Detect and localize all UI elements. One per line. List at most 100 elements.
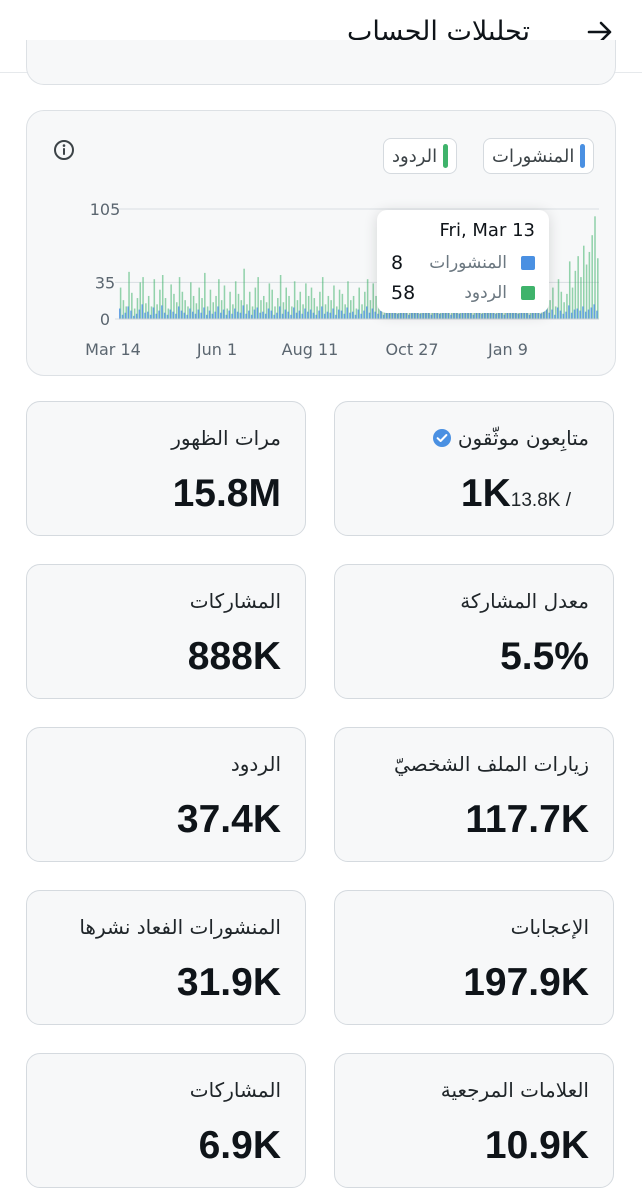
posts-bar <box>562 313 565 319</box>
replies-bar <box>321 277 324 319</box>
replies-bar <box>574 270 577 319</box>
stat-value: 31.9K <box>176 961 281 1004</box>
info-button[interactable] <box>53 139 75 161</box>
replies-bar <box>296 300 299 319</box>
posts-bar <box>354 314 357 319</box>
posts-bar <box>556 307 559 319</box>
stat-card-verified-followers[interactable]: متابِعون موثّقون 1K13.8K / <box>334 401 614 536</box>
replies-bar <box>307 295 310 319</box>
back-button[interactable] <box>580 12 620 52</box>
replies-bar <box>327 295 330 319</box>
posts-bar <box>279 306 281 319</box>
replies-bar <box>350 300 352 319</box>
replies-bar <box>161 275 164 319</box>
posts-bar <box>172 311 174 319</box>
replies-bar <box>153 279 156 319</box>
stat-card-likes[interactable]: الإعجابات 197.9K <box>334 890 614 1025</box>
replies-bar <box>257 277 259 319</box>
replies-bar <box>254 287 257 319</box>
x-tick-label: Aug 11 <box>282 340 339 359</box>
replies-bar <box>313 298 316 319</box>
posts-bar <box>149 314 152 319</box>
posts-bar <box>467 312 469 319</box>
posts-bar <box>441 307 444 319</box>
posts-bar <box>239 312 242 319</box>
posts-bar <box>402 308 405 319</box>
posts-bar <box>523 311 525 319</box>
stat-card-engagements[interactable]: المشاركات 888K <box>26 564 306 699</box>
x-tick-label: Jan 9 <box>487 340 528 359</box>
posts-bar <box>503 314 506 319</box>
posts-bar <box>349 312 351 319</box>
posts-bar <box>127 306 129 319</box>
stat-card-replies[interactable]: الردود 37.4K <box>26 727 306 862</box>
posts-bar <box>433 311 435 319</box>
posts-bar <box>180 310 183 319</box>
posts-bar <box>191 311 194 319</box>
posts-bar <box>161 305 163 319</box>
posts-bar <box>346 307 348 319</box>
stat-card-bookmarks[interactable]: العلامات المرجعية 10.9K <box>334 1053 614 1188</box>
replies-bar <box>358 287 360 319</box>
posts-bar <box>548 312 551 319</box>
stat-value: 1K13.8K / <box>461 472 589 516</box>
stat-card-reposts[interactable]: المنشورات الفعاد نشرها 31.9K <box>26 890 306 1025</box>
legend-posts[interactable]: المنشورات <box>483 138 595 174</box>
posts-bar <box>231 313 233 319</box>
replies-bar <box>571 287 574 319</box>
y-tick-label: 105 <box>90 200 121 219</box>
posts-bar <box>408 314 410 319</box>
posts-bar <box>517 313 520 319</box>
chart-tooltip: Fri, Mar 13 المنشورات 8 الردود 58 <box>377 210 549 313</box>
stat-label: متابِعون موثّقون <box>432 426 589 450</box>
activity-chart-card: المنشورات الردود 0 35 105 Mar 14 Jun 1 Aug 11… <box>26 110 616 376</box>
posts-bar <box>391 307 393 319</box>
posts-bar <box>576 308 579 319</box>
stat-value: 197.9K <box>463 961 589 1004</box>
posts-bar <box>526 312 528 319</box>
replies-bar <box>319 291 321 319</box>
stat-label: المشاركات <box>189 1078 281 1102</box>
posts-bar <box>405 312 407 319</box>
legend-replies-label: الردود <box>392 145 438 167</box>
posts-bar <box>270 310 273 319</box>
posts-bar <box>326 311 329 319</box>
posts-bar <box>200 312 202 319</box>
replies-bar <box>226 308 229 319</box>
posts-bar <box>203 307 205 319</box>
posts-bar <box>534 310 536 319</box>
tooltip-posts-value: 8 <box>391 252 404 274</box>
posts-bar <box>469 310 472 319</box>
legend-replies[interactable]: الردود <box>383 138 458 174</box>
posts-bar <box>514 307 517 319</box>
replies-bar <box>552 287 554 319</box>
posts-bar <box>340 310 343 319</box>
posts-bar <box>360 313 362 319</box>
stat-value: 10.9K <box>484 1124 589 1167</box>
stat-label: مرات الظهور <box>171 426 281 450</box>
stat-card-engagement-rate[interactable]: معدل المشاركة 5.5% <box>334 564 614 699</box>
replies-bar <box>229 291 231 319</box>
posts-bar <box>130 310 132 319</box>
replies-bar <box>220 300 223 319</box>
replies-bar <box>364 291 366 319</box>
posts-bar <box>158 310 160 319</box>
replies-bar <box>142 277 144 319</box>
stat-card-shares[interactable]: المشاركات 6.9K <box>26 1053 306 1188</box>
posts-bar <box>593 304 595 319</box>
stat-card-profile-visits[interactable]: زيارات الملف الشخصيّ 117.7K <box>334 727 614 862</box>
posts-bar <box>315 314 318 319</box>
posts-bar <box>262 311 264 319</box>
posts-bar <box>119 308 121 319</box>
tooltip-replies-value: 58 <box>391 282 416 304</box>
replies-bar <box>206 306 209 319</box>
replies-bar <box>408 308 411 319</box>
replies-bar <box>159 289 161 319</box>
posts-bar <box>540 313 542 319</box>
stat-label: الردود <box>230 752 281 776</box>
posts-bar <box>565 311 567 319</box>
tooltip-replies-swatch <box>521 286 535 300</box>
posts-bar <box>582 306 584 319</box>
stat-card-impressions[interactable]: مرات الظهور 15.8M <box>26 401 306 536</box>
posts-bar <box>436 309 438 319</box>
